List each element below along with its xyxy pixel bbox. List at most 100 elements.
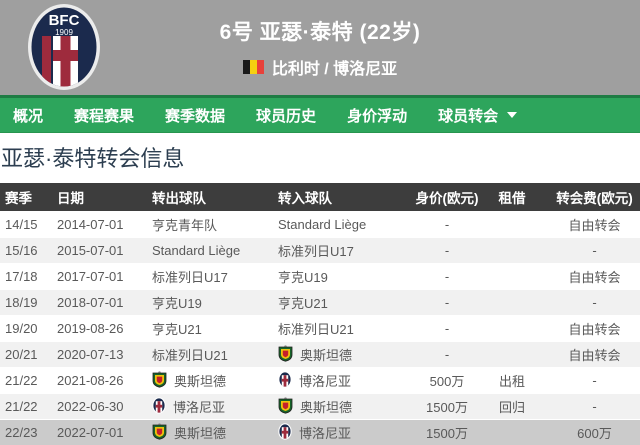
loan-cell: 出租 bbox=[498, 374, 525, 389]
chevron-down-icon bbox=[507, 112, 518, 118]
team-name[interactable]: 亨克U19 bbox=[278, 270, 328, 285]
fee-cell: 自由转会 bbox=[568, 322, 621, 337]
col-market-value: 身价(欧元) bbox=[407, 183, 487, 212]
to-team-cell: 博洛尼亚 bbox=[273, 420, 407, 445]
table-row: 18/19 2018-07-01 亨克U19 亨克U21 - - bbox=[0, 289, 640, 316]
team-name[interactable]: 博洛尼亚 bbox=[173, 400, 226, 416]
transfer-table-body: 14/15 2014-07-01 亨克青年队 Standard Liège - 自由转会 1… bbox=[0, 211, 640, 445]
season-cell: 19/20 bbox=[5, 321, 38, 336]
fee-cell: - bbox=[592, 295, 597, 310]
team-name[interactable]: 奥斯坦德 bbox=[300, 348, 353, 364]
team-name[interactable]: 标准列日U21 bbox=[152, 348, 228, 363]
team-name[interactable]: 标准列日U17 bbox=[278, 244, 354, 259]
date-cell: 2014-07-01 bbox=[57, 217, 124, 232]
tab-fixtures-results[interactable]: 赛程赛果 bbox=[74, 107, 135, 125]
team-name[interactable]: 亨克U19 bbox=[152, 296, 202, 311]
market-value-cell: - bbox=[444, 347, 450, 362]
season-cell: 17/18 bbox=[5, 269, 38, 284]
bologna-club-logo-icon: BFC 1909 bbox=[27, 3, 101, 91]
fee-cell: 自由转会 bbox=[568, 218, 621, 233]
to-team-cell: 奥斯坦德 bbox=[273, 342, 407, 368]
date-cell: 2021-08-26 bbox=[57, 373, 124, 388]
date-cell: 2022-07-01 bbox=[57, 425, 124, 440]
col-loan: 租借 bbox=[487, 183, 537, 212]
from-team-cell: 标准列日U17 bbox=[147, 264, 273, 290]
table-row: 14/15 2014-07-01 亨克青年队 Standard Liège - 自由转会 bbox=[0, 211, 640, 238]
loan-cell bbox=[487, 342, 537, 368]
season-cell: 15/16 bbox=[5, 243, 38, 258]
season-cell: 21/22 bbox=[5, 373, 38, 388]
season-cell: 14/15 bbox=[5, 217, 38, 232]
table-row: 20/21 2020-07-13 标准列日U21 奥斯坦德 - 自由转会 bbox=[0, 341, 640, 368]
from-team-cell: Standard Liège bbox=[147, 238, 273, 264]
to-team-cell: 博洛尼亚 bbox=[273, 368, 407, 394]
svg-text:BFC: BFC bbox=[49, 12, 80, 29]
market-value-cell: - bbox=[444, 295, 450, 310]
season-cell: 18/19 bbox=[5, 295, 38, 310]
tab-transfers[interactable]: 球员转会 bbox=[438, 105, 518, 126]
team-name[interactable]: 奥斯坦德 bbox=[174, 374, 227, 390]
bologna-club-badge-icon bbox=[152, 397, 166, 414]
table-row: 22/23 2022-07-01 奥斯坦德 博洛尼亚 1500万 600万 bbox=[0, 419, 640, 445]
to-team-cell: 亨克U19 bbox=[273, 264, 407, 290]
team-name[interactable]: 标准列日U17 bbox=[152, 270, 228, 285]
season-cell: 20/21 bbox=[5, 347, 38, 362]
loan-cell bbox=[487, 238, 537, 264]
loan-cell: 回归 bbox=[498, 400, 525, 415]
from-team-cell: 博洛尼亚 bbox=[147, 394, 273, 420]
date-cell: 2015-07-01 bbox=[57, 243, 124, 258]
tab-overview[interactable]: 概况 bbox=[13, 107, 44, 125]
from-team-cell: 奥斯坦德 bbox=[147, 368, 273, 394]
tab-market-value[interactable]: 身价浮动 bbox=[347, 107, 408, 125]
table-row: 19/20 2019-08-26 亨克U21 标准列日U21 - 自由转会 bbox=[0, 315, 640, 342]
date-cell: 2018-07-01 bbox=[57, 295, 124, 310]
tab-player-history[interactable]: 球员历史 bbox=[256, 107, 317, 125]
table-row: 17/18 2017-07-01 标准列日U17 亨克U19 - 自由转会 bbox=[0, 263, 640, 290]
from-team-cell: 标准列日U21 bbox=[147, 342, 273, 368]
team-name[interactable]: 标准列日U21 bbox=[278, 322, 354, 337]
col-from-team: 转出球队 bbox=[147, 183, 273, 212]
fee-cell: - bbox=[592, 399, 597, 414]
transfer-table: 赛季 日期 转出球队 转入球队 身价(欧元) 租借 转会费(欧元) 14/15 2… bbox=[0, 183, 640, 445]
team-name[interactable]: 博洛尼亚 bbox=[299, 426, 352, 442]
team-name[interactable]: 博洛尼亚 bbox=[299, 374, 352, 390]
svg-text:1909: 1909 bbox=[55, 28, 73, 37]
team-name[interactable]: 亨克U21 bbox=[278, 296, 328, 311]
season-cell: 21/22 bbox=[5, 399, 38, 414]
table-row: 15/16 2015-07-01 Standard Liège 标准列日U17 - - bbox=[0, 237, 640, 264]
date-cell: 2019-08-26 bbox=[57, 321, 124, 336]
team-name[interactable]: 奥斯坦德 bbox=[174, 426, 227, 442]
fee-cell: - bbox=[592, 243, 597, 258]
player-nationality: 比利时 / 博洛尼亚 bbox=[0, 55, 640, 79]
tab-season-stats[interactable]: 赛季数据 bbox=[165, 107, 226, 125]
oostende-club-badge-icon bbox=[152, 371, 167, 388]
market-value-cell: - bbox=[444, 217, 450, 232]
team-name[interactable]: Standard Liège bbox=[152, 243, 241, 259]
loan-cell bbox=[487, 264, 537, 290]
fee-cell: - bbox=[592, 373, 597, 388]
team-name[interactable]: 奥斯坦德 bbox=[300, 400, 353, 416]
market-value-cell: 1500万 bbox=[426, 426, 468, 441]
col-date: 日期 bbox=[52, 183, 147, 212]
to-team-cell: 标准列日U17 bbox=[273, 238, 407, 264]
nationality-club-label: 比利时 / 博洛尼亚 bbox=[271, 61, 398, 78]
to-team-cell: Standard Liège bbox=[273, 212, 407, 238]
market-value-cell: 1500万 bbox=[426, 400, 468, 415]
table-header-row: 赛季 日期 转出球队 转入球队 身价(欧元) 租借 转会费(欧元) bbox=[0, 183, 640, 212]
loan-cell bbox=[487, 316, 537, 342]
date-cell: 2022-06-30 bbox=[57, 399, 124, 414]
team-name[interactable]: Standard Liège bbox=[278, 217, 367, 233]
player-header: BFC 1909 6号 亚瑟·泰特 (22岁) 比利时 / 博洛尼亚 bbox=[0, 0, 640, 95]
team-name[interactable]: 亨克U21 bbox=[152, 322, 202, 337]
to-team-cell: 亨克U21 bbox=[273, 290, 407, 316]
from-team-cell: 奥斯坦德 bbox=[147, 420, 273, 445]
fee-cell: 自由转会 bbox=[568, 270, 621, 285]
oostende-club-badge-icon bbox=[152, 423, 167, 440]
from-team-cell: 亨克青年队 bbox=[147, 212, 273, 238]
bologna-club-badge-icon bbox=[278, 423, 292, 440]
to-team-cell: 奥斯坦德 bbox=[273, 394, 407, 420]
date-cell: 2020-07-13 bbox=[57, 347, 124, 362]
team-name[interactable]: 亨克青年队 bbox=[152, 218, 218, 233]
market-value-cell: - bbox=[444, 269, 450, 284]
from-team-cell: 亨克U21 bbox=[147, 316, 273, 342]
